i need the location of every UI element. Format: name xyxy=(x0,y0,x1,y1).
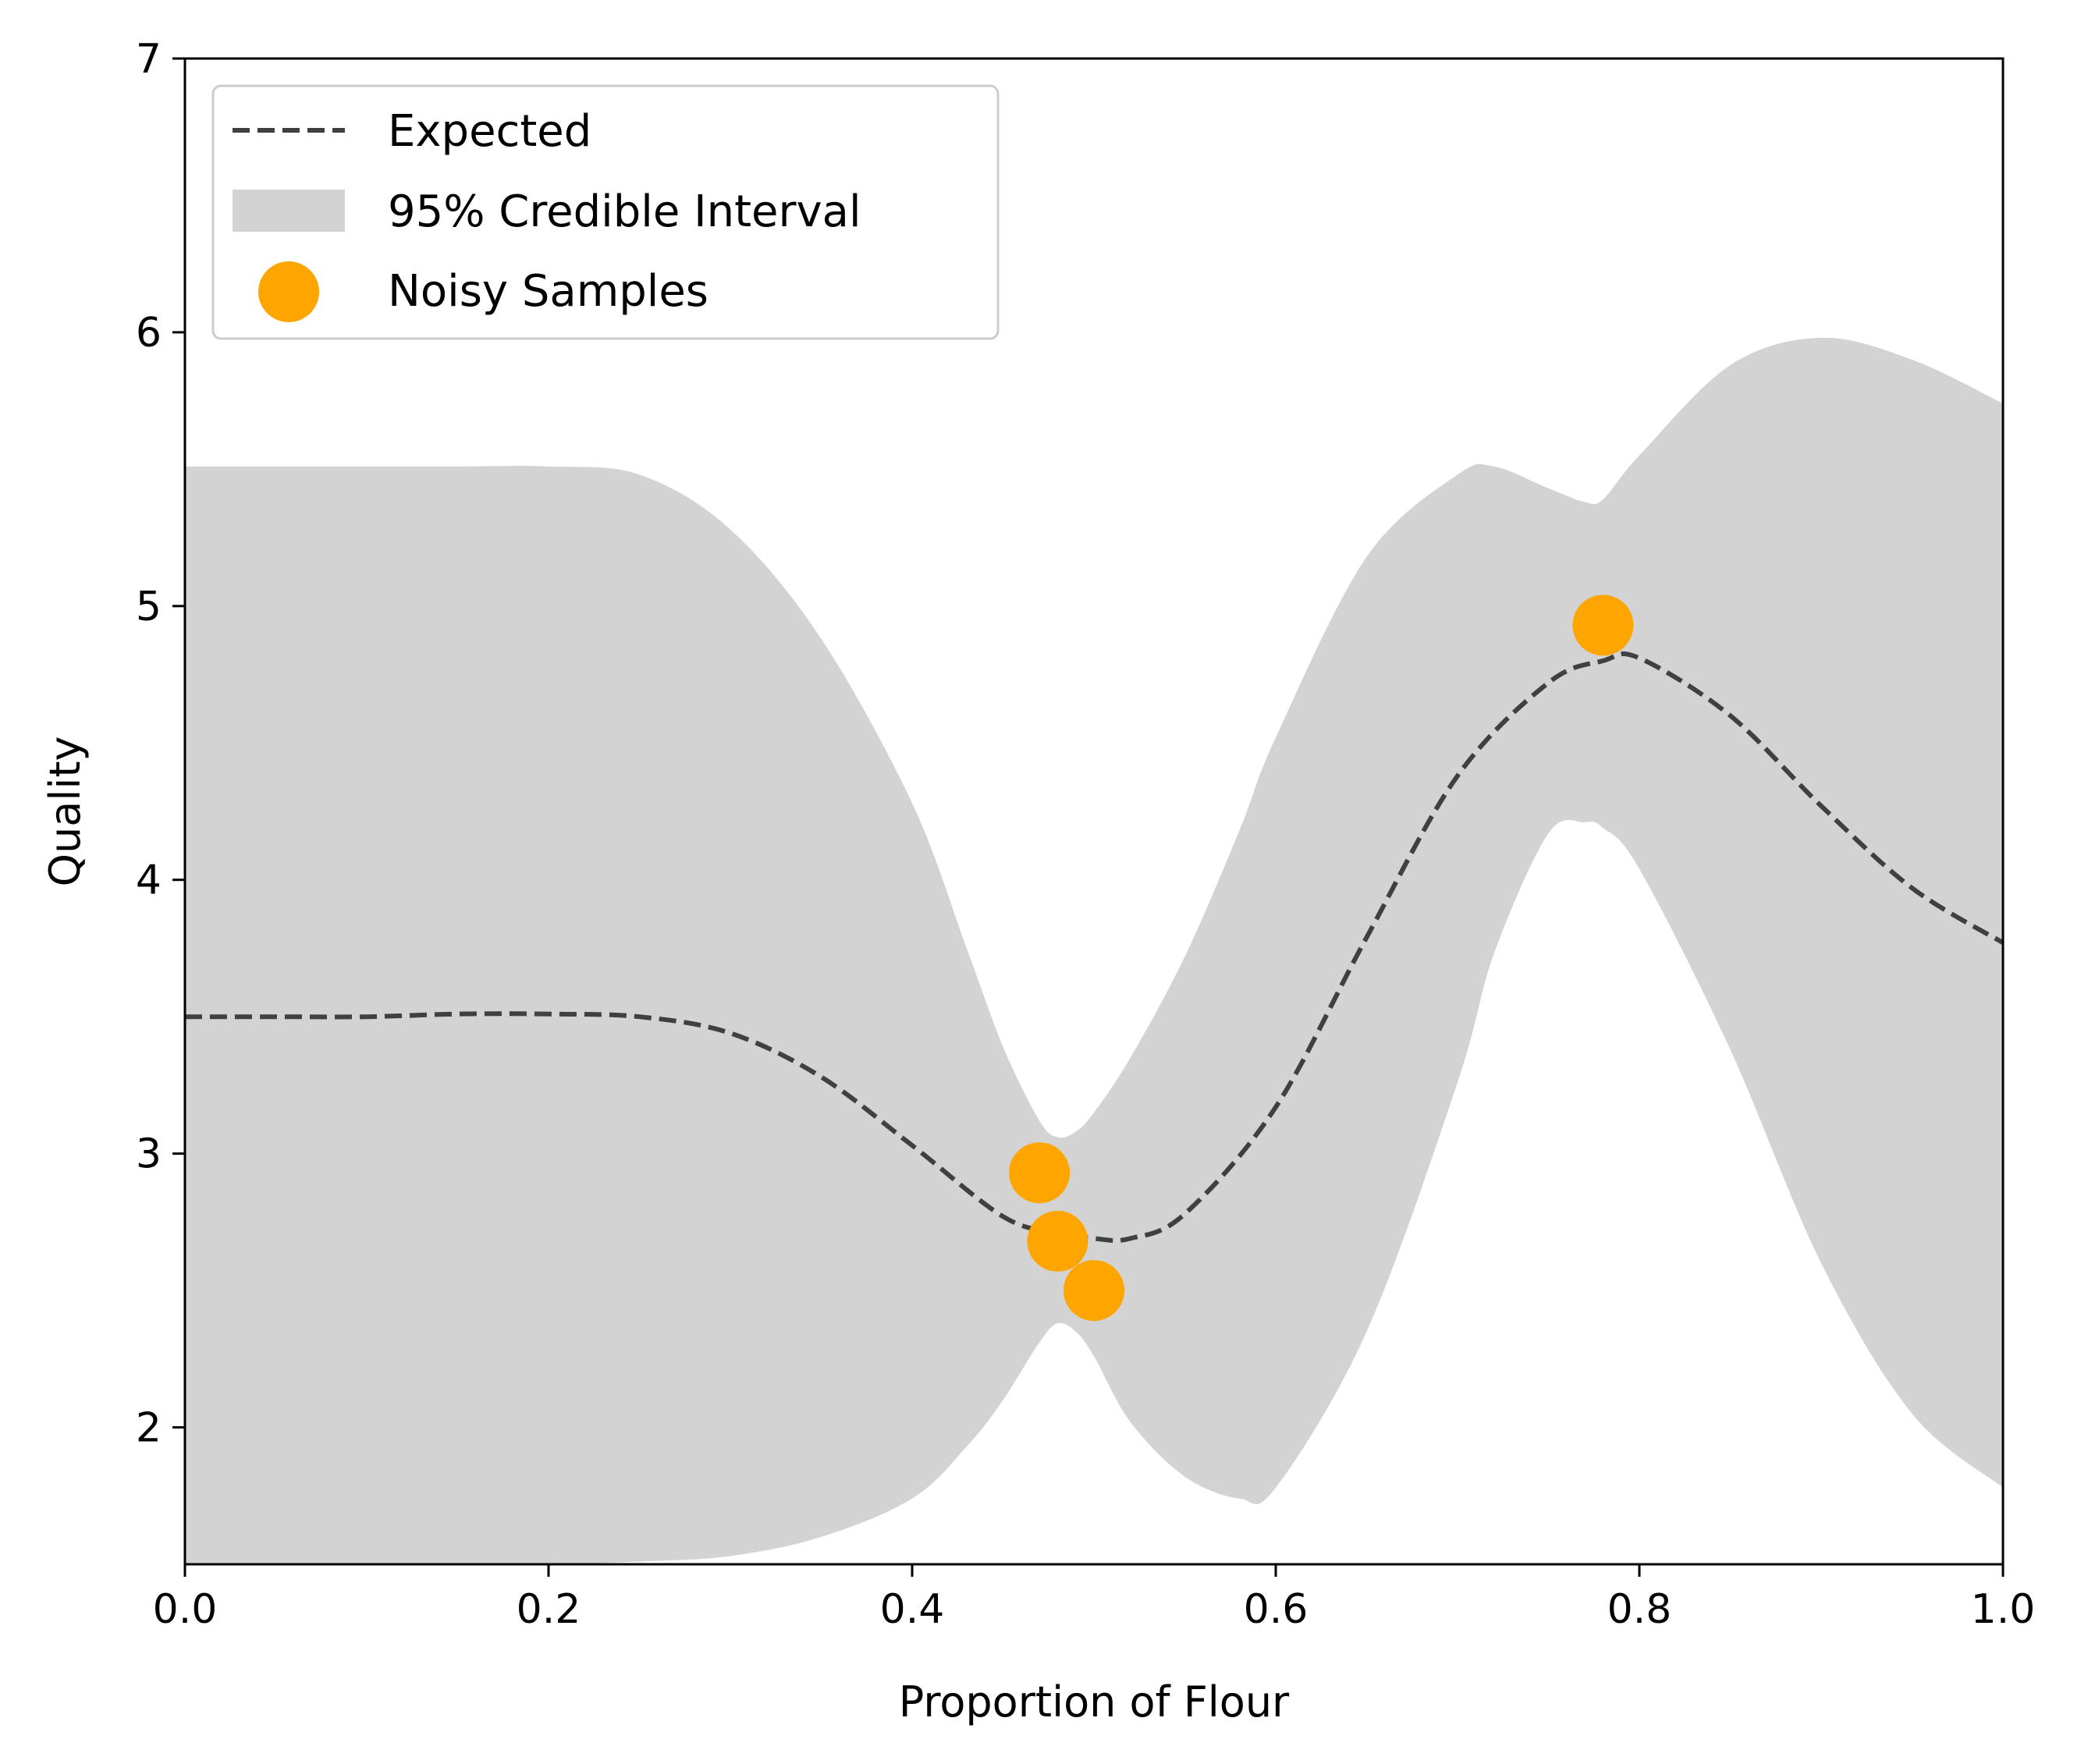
legend-swatch-credible-interval xyxy=(233,190,345,232)
y-tick-label: 6 xyxy=(136,310,162,357)
legend-swatch-noisy-samples xyxy=(258,261,319,322)
legend: Expected 95% Credible Interval Noisy Sam… xyxy=(211,84,1000,340)
y-axis-label: Quality xyxy=(41,736,90,887)
x-tick-label: 1.0 xyxy=(1971,1586,2036,1633)
noisy-sample-point xyxy=(1009,1142,1071,1204)
y-tick-label: 4 xyxy=(136,857,162,904)
x-tick-label: 0.2 xyxy=(517,1586,581,1633)
axes-frame xyxy=(183,57,2005,1566)
x-tick-label: 0.0 xyxy=(153,1586,218,1633)
x-axis-label: Proportion of Flour xyxy=(899,1677,1290,1727)
noisy-sample-point xyxy=(1027,1210,1088,1272)
y-tick-label: 2 xyxy=(136,1405,162,1452)
y-tick-label: 7 xyxy=(136,36,162,83)
noisy-sample-point xyxy=(1572,595,1634,656)
expected-line xyxy=(184,651,2005,1244)
plot-area xyxy=(184,337,2005,1565)
x-tick-label: 0.4 xyxy=(880,1586,945,1633)
y-tick-label: 5 xyxy=(136,584,162,630)
y-tick-label: 3 xyxy=(136,1131,162,1178)
noisy-sample-point xyxy=(1064,1260,1124,1322)
x-tick-label: 0.8 xyxy=(1607,1586,1672,1633)
legend-label-expected: Expected xyxy=(388,106,591,157)
x-tick-label: 0.6 xyxy=(1244,1586,1309,1633)
legend-box xyxy=(211,84,1000,340)
legend-label-credible-interval: 95% Credible Interval xyxy=(388,186,861,237)
axis-ticks: 0.0 0.2 0.4 0.6 0.8 1.0 2 3 4 5 6 7 xyxy=(136,36,2035,1633)
legend-label-noisy-samples: Noisy Samples xyxy=(388,266,708,317)
credible-interval-band xyxy=(185,337,2003,1565)
